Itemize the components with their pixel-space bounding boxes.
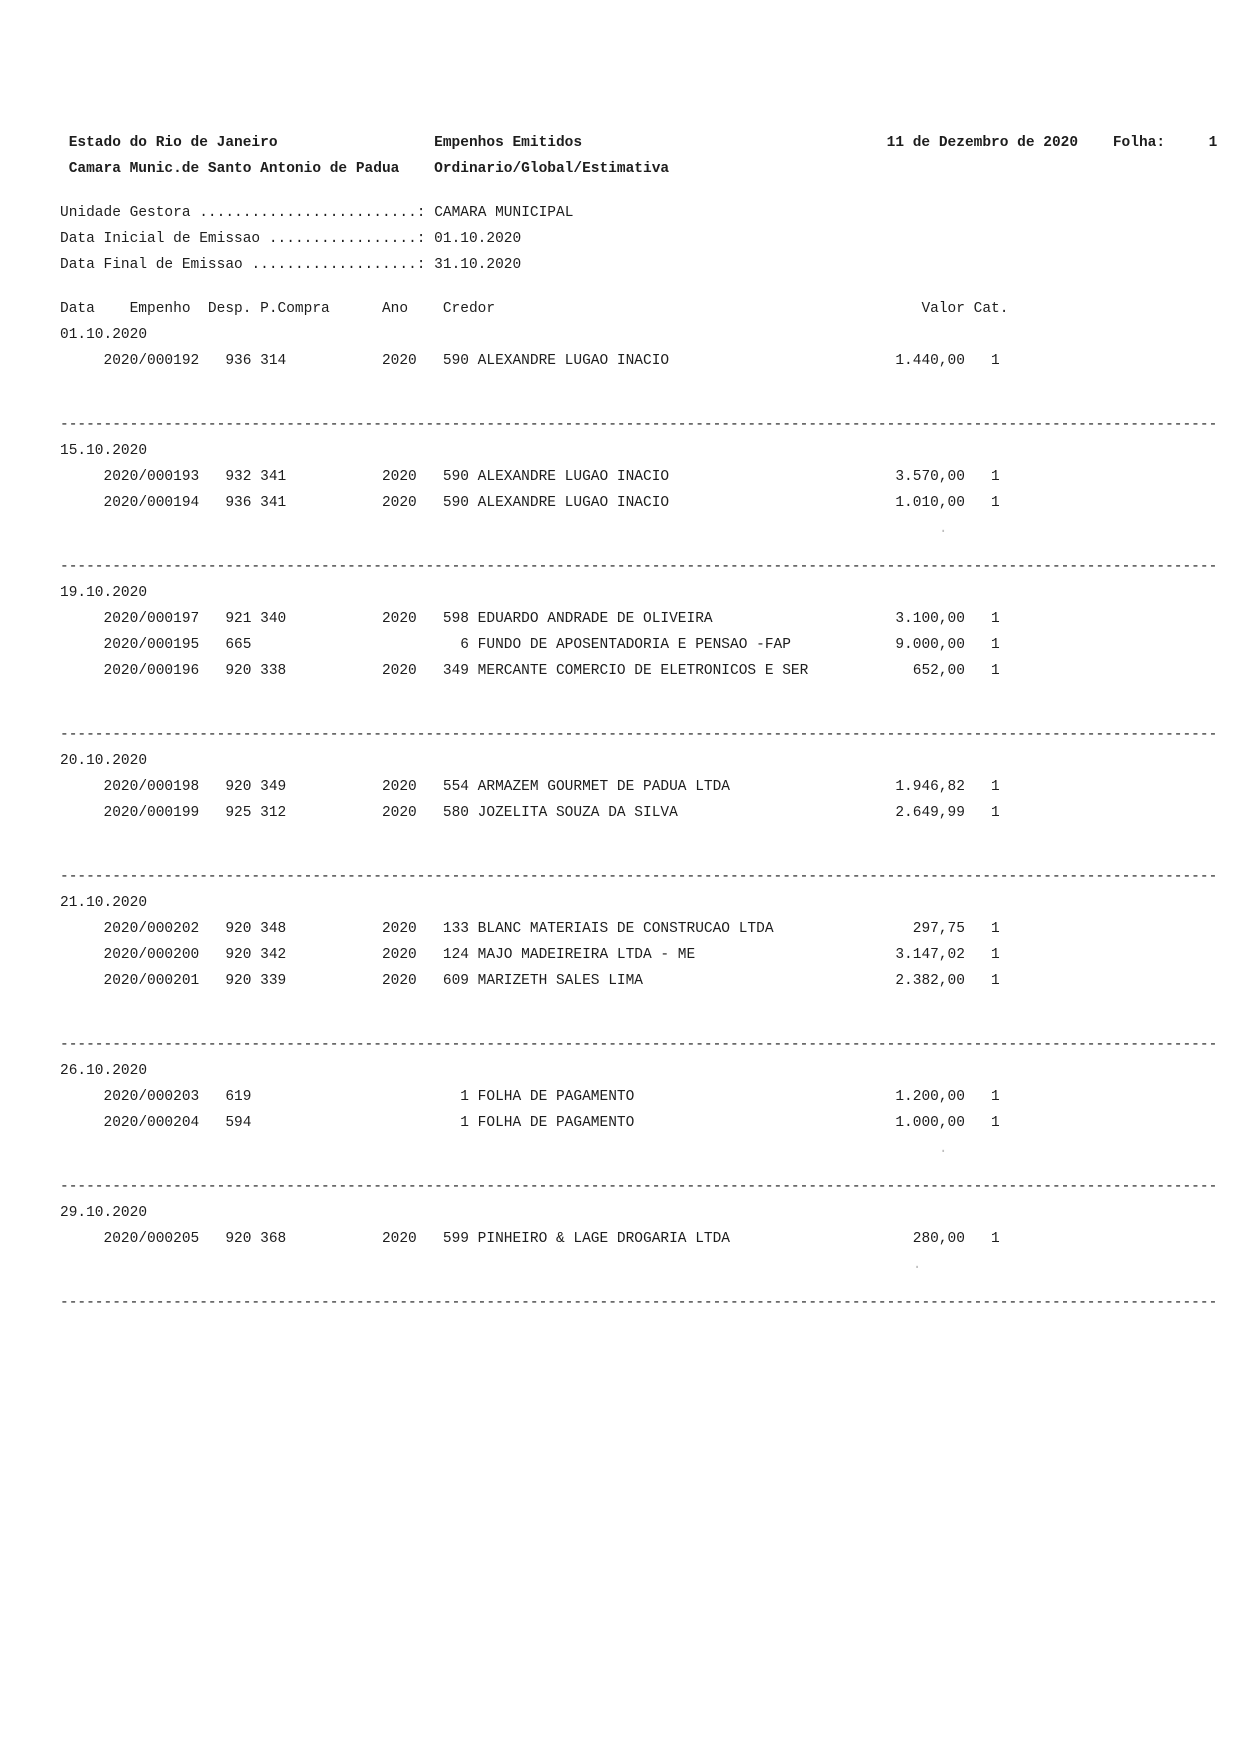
separator-line: ----------------------------------------… [60, 559, 1218, 575]
group-date: 21.10.2020 [60, 895, 148, 911]
stray-dot: . [60, 1257, 922, 1273]
table-row: 2020/000200 920 342 2020 124 MAJO MADEIR… [60, 947, 1218, 963]
filter-value: 31.10.2020 [434, 257, 522, 273]
table-row: 2020/000202 920 348 2020 133 BLANC MATER… [60, 921, 1218, 937]
org-name-line2: Camara Munic.de Santo Antonio de Padua [68, 161, 400, 177]
table-row: 2020/000195 665 6 FUNDO DE APOSENTADORIA… [60, 637, 1218, 653]
table-row: 2020/000194 936 341 2020 590 ALEXANDRE L… [60, 495, 1218, 511]
separator-line: ----------------------------------------… [60, 1037, 1218, 1053]
emission-date: 11 de Dezembro de 2020 [886, 135, 1079, 151]
col-header-empenho: Empenho [129, 301, 191, 317]
table-row: 2020/000203 619 1 FOLHA DE PAGAMENTO 1.2… [60, 1089, 1218, 1105]
table-row: 2020/000198 920 349 2020 554 ARMAZEM GOU… [60, 779, 1218, 795]
col-header-valor: Valor [921, 301, 965, 317]
filter-label: Data Final de Emissao [60, 257, 252, 273]
blank-line [60, 374, 1240, 400]
folha-label: Folha: [1112, 135, 1166, 151]
filter-label: Data Inicial de Emissao [60, 231, 269, 247]
separator-line: ----------------------------------------… [60, 727, 1218, 743]
col-header-ano: Ano [381, 301, 409, 317]
filter-data-final: Data Final de Emissao ..................… [60, 252, 1240, 278]
group-date: 15.10.2020 [60, 443, 148, 459]
filter-value: 01.10.2020 [434, 231, 522, 247]
folha-number: 1 [1208, 135, 1218, 151]
spacer [60, 182, 1240, 200]
separator-line: ----------------------------------------… [60, 869, 1218, 885]
filter-label: Unidade Gestora [60, 205, 200, 221]
report-subtitle: Ordinario/Global/Estimativa [434, 161, 670, 177]
report-body: 01.10.2020 2020/000192 936 314 2020 590 … [60, 322, 1240, 1316]
blank-line [60, 826, 1240, 852]
table-row: 2020/000204 594 1 FOLHA DE PAGAMENTO 1.0… [60, 1115, 1218, 1131]
spacer [60, 278, 1240, 296]
separator-line: ----------------------------------------… [60, 1179, 1218, 1195]
group-date: 19.10.2020 [60, 585, 148, 601]
dot-leader: ...................: [251, 257, 435, 273]
blank-line [60, 994, 1240, 1020]
table-row: 2020/000205 920 368 2020 599 PINHEIRO & … [60, 1231, 1218, 1247]
separator-line: ----------------------------------------… [60, 1295, 1218, 1311]
group-date: 29.10.2020 [60, 1205, 148, 1221]
table-row: 2020/000193 932 341 2020 590 ALEXANDRE L… [60, 469, 1218, 485]
blank-line [60, 684, 1240, 710]
org-name-line1: Estado do Rio de Janeiro [68, 135, 278, 151]
col-header-credor: Credor [442, 301, 496, 317]
report-title: Empenhos Emitidos [434, 135, 583, 151]
column-header-row: Data Empenho Desp. P.Compra Ano Credor V… [60, 296, 1240, 322]
stray-dot: . [60, 1141, 948, 1157]
col-header-pcompra: P.Compra [260, 301, 330, 317]
filter-unidade-gestora: Unidade Gestora ........................… [60, 200, 1240, 226]
filter-value: CAMARA MUNICIPAL [434, 205, 574, 221]
table-row: 2020/000192 936 314 2020 590 ALEXANDRE L… [60, 353, 1218, 369]
col-header-cat: Cat. [973, 301, 1009, 317]
report-header-line2: Camara Munic.de Santo Antonio de Padua O… [60, 156, 1240, 182]
group-date: 01.10.2020 [60, 327, 148, 343]
separator-line: ----------------------------------------… [60, 417, 1218, 433]
table-row: 2020/000196 920 338 2020 349 MERCANTE CO… [60, 663, 1218, 679]
dot-leader: .................: [268, 231, 435, 247]
report-header-line1: Estado do Rio de Janeiro Empenhos Emitid… [60, 130, 1240, 156]
group-date: 26.10.2020 [60, 1063, 148, 1079]
table-row: 2020/000201 920 339 2020 609 MARIZETH SA… [60, 973, 1218, 989]
filter-data-inicial: Data Inicial de Emissao ................… [60, 226, 1240, 252]
table-row: 2020/000199 925 312 2020 580 JOZELITA SO… [60, 805, 1218, 821]
group-date: 20.10.2020 [60, 753, 148, 769]
col-header-desp: Desp. [207, 301, 252, 317]
report-page: Estado do Rio de Janeiro Empenhos Emitid… [60, 130, 1240, 1316]
col-header-data: Data [60, 301, 95, 317]
stray-dot: . [60, 521, 948, 537]
dot-leader: .........................: [199, 205, 435, 221]
table-row: 2020/000197 921 340 2020 598 EDUARDO AND… [60, 611, 1218, 627]
